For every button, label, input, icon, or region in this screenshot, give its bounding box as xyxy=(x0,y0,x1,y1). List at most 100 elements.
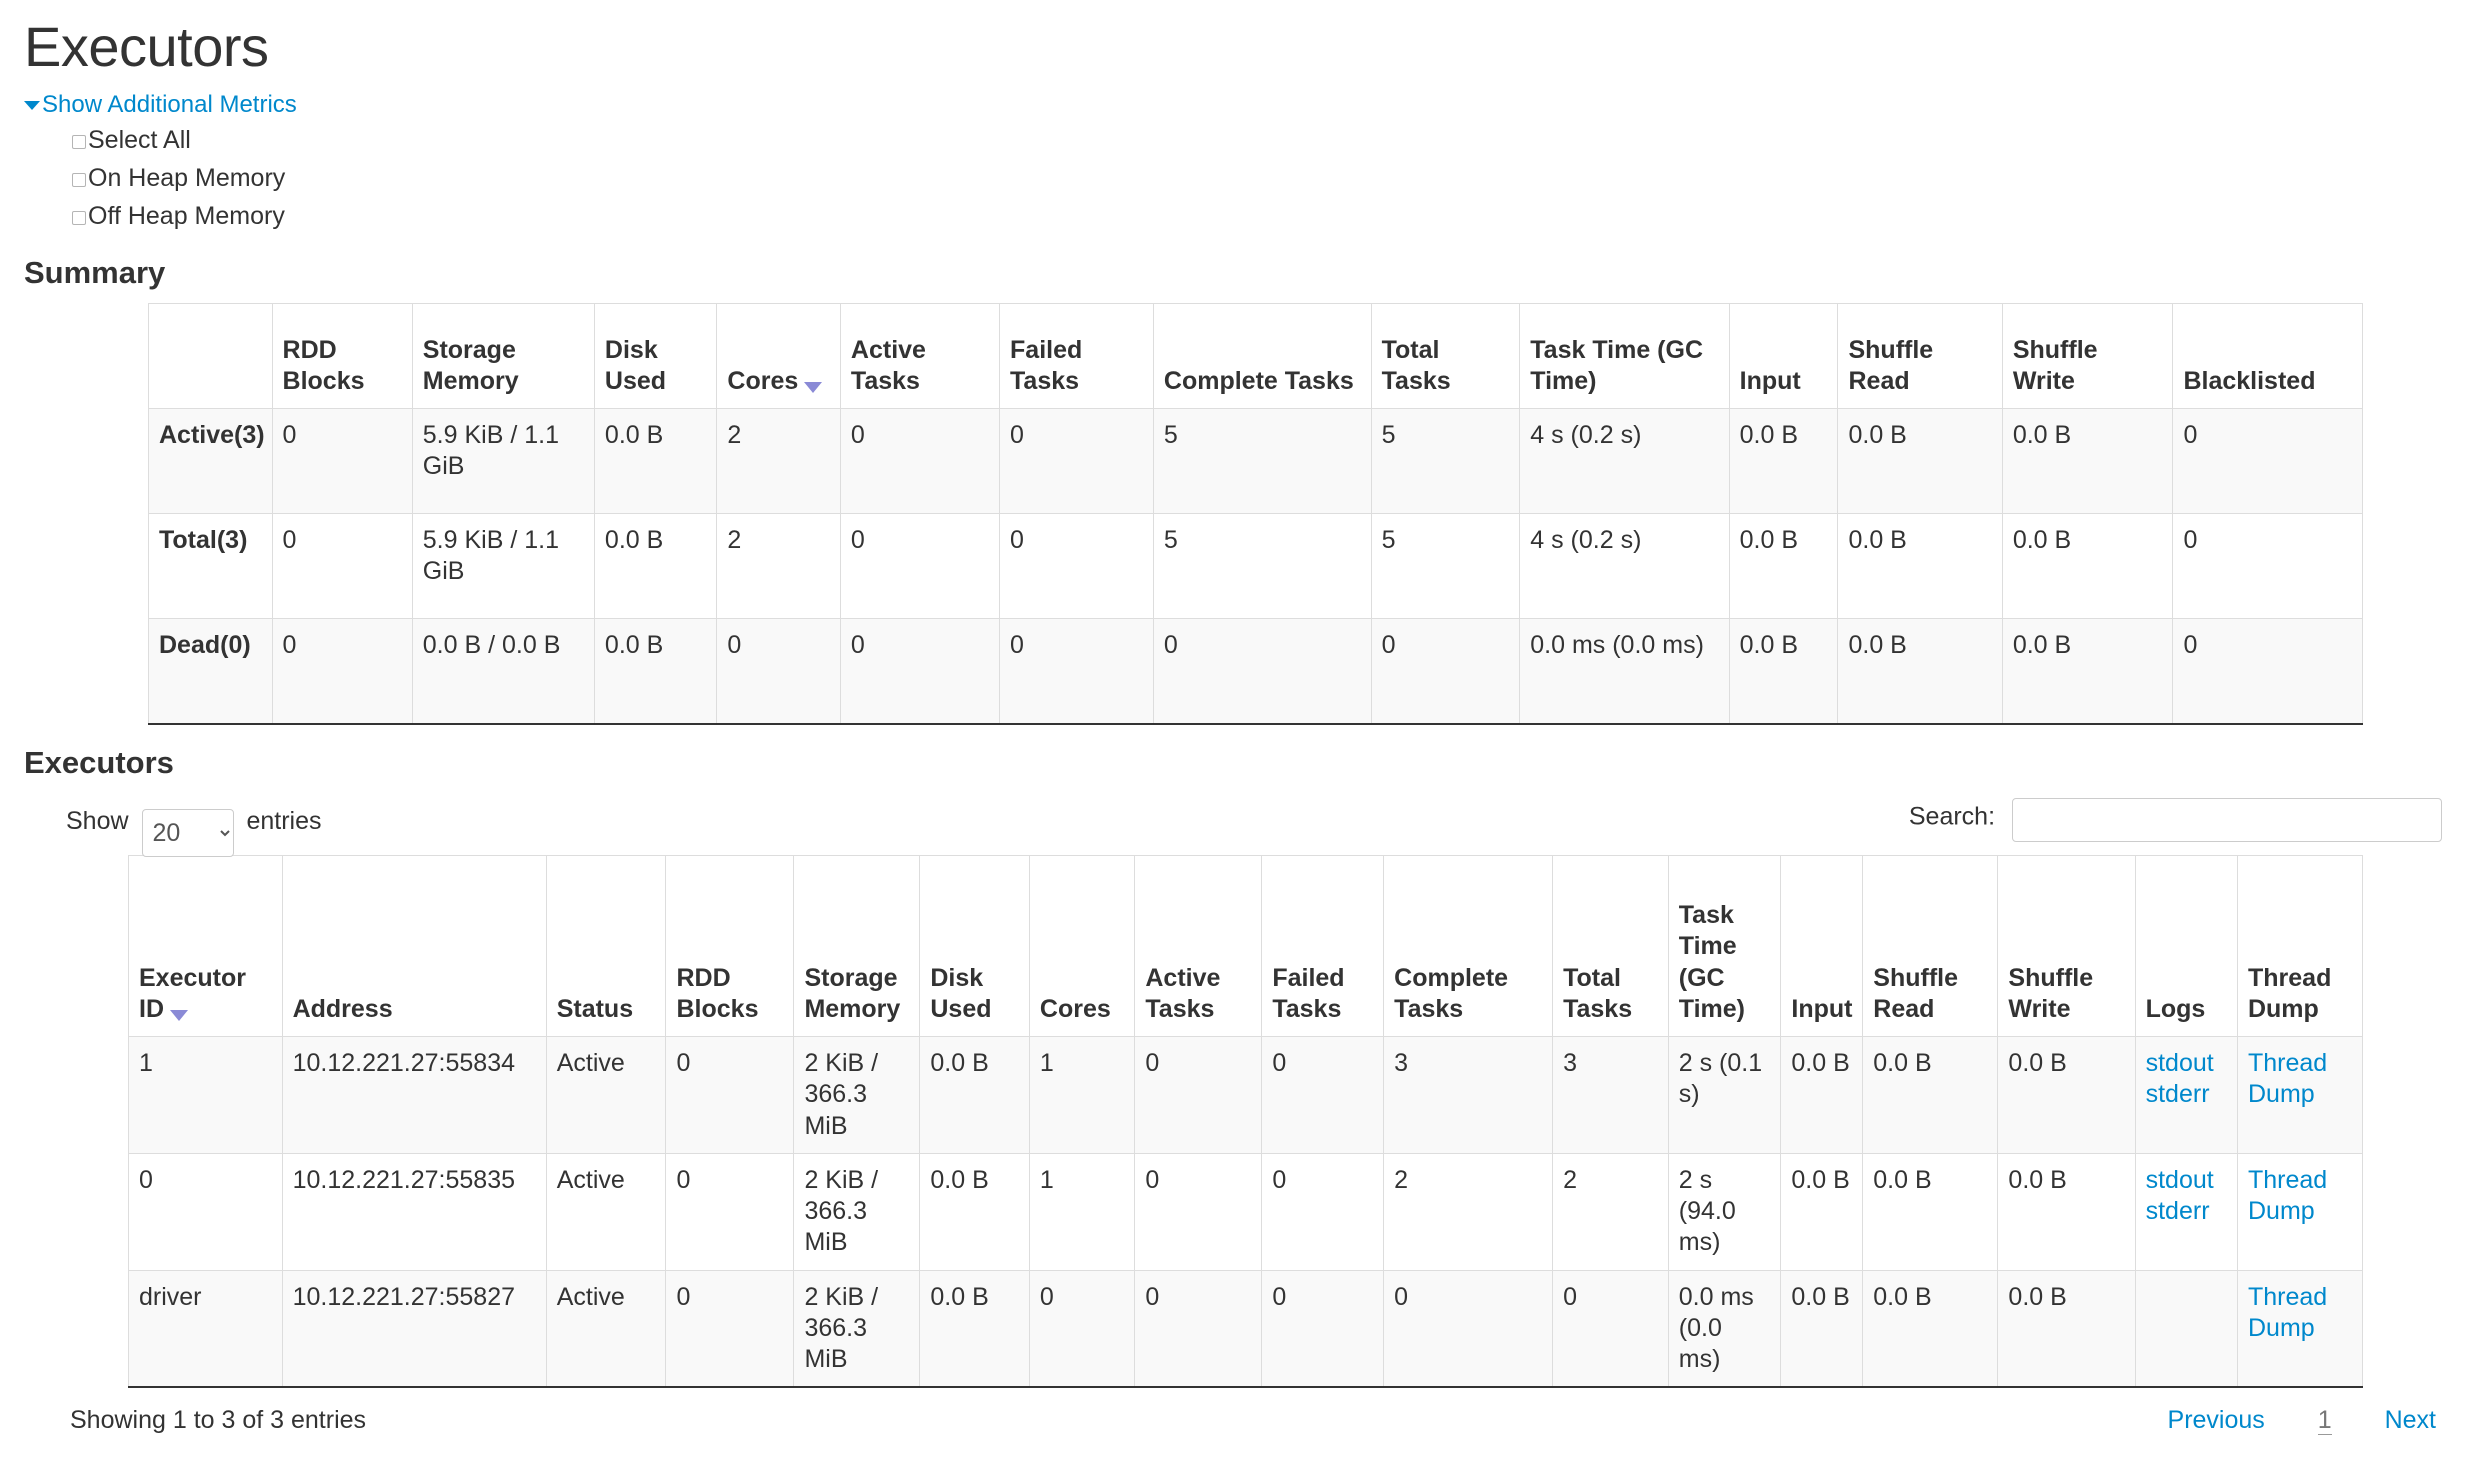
cell-shuffle-read: 0.0 B xyxy=(1837,513,2003,619)
thread-dump-link[interactable]: Thread Dump xyxy=(2247,1282,2328,1342)
cell-executor-id: 0 xyxy=(128,1152,283,1271)
cell-task-time: 0.0 ms (0.0 ms) xyxy=(1667,1269,1782,1388)
exec-col-active-tasks[interactable]: Active Tasks xyxy=(1134,855,1263,1037)
cell-active-tasks: 0 xyxy=(1134,1036,1263,1154)
cell-total-tasks: 5 xyxy=(1370,408,1521,514)
summary-row-label: Dead(0) xyxy=(148,618,273,725)
summary-col-blacklisted[interactable]: Blacklisted xyxy=(2172,303,2363,409)
cell-active-tasks: 0 xyxy=(839,618,1001,725)
exec-col-thread-dump[interactable]: Thread Dump xyxy=(2236,855,2364,1037)
exec-col-status[interactable]: Status xyxy=(545,855,667,1037)
on-heap-memory-checkbox[interactable] xyxy=(72,173,86,187)
cell-disk-used: 0.0 B xyxy=(593,513,718,619)
exec-col-complete-tasks[interactable]: Complete Tasks xyxy=(1383,855,1554,1037)
cell-address: 10.12.221.27:55835 xyxy=(281,1152,547,1271)
next-page-button[interactable]: Next xyxy=(2384,1406,2436,1435)
pagination: Previous 1 Next xyxy=(2122,1400,2436,1440)
cell-storage-memory: 0.0 B / 0.0 B xyxy=(411,618,595,725)
metric-option-on-heap-memory[interactable]: On Heap Memory xyxy=(72,159,2442,197)
cell-storage-memory: 2 KiB / 366.3 MiB xyxy=(793,1036,921,1154)
exec-col-address[interactable]: Address xyxy=(281,855,547,1037)
previous-page-button[interactable]: Previous xyxy=(2167,1406,2265,1435)
cell-shuffle-write: 0.0 B xyxy=(1997,1269,2136,1388)
cell-blacklisted: 0 xyxy=(2172,513,2363,619)
search-input[interactable] xyxy=(2012,798,2442,842)
summary-col-rdd-blocks[interactable]: RDD Blocks xyxy=(271,303,413,409)
exec-col-disk-used[interactable]: Disk Used xyxy=(919,855,1030,1037)
cell-address: 10.12.221.27:55827 xyxy=(281,1269,547,1388)
select-all-checkbox[interactable] xyxy=(72,135,86,149)
summary-col-total-tasks[interactable]: Total Tasks xyxy=(1370,303,1521,409)
summary-col-complete-tasks[interactable]: Complete Tasks xyxy=(1152,303,1372,409)
additional-metrics-section: Show Additional Metrics Select All On He… xyxy=(24,91,2442,235)
summary-col-active-tasks[interactable]: Active Tasks xyxy=(839,303,1001,409)
exec-col-rdd-blocks[interactable]: RDD Blocks xyxy=(665,855,795,1037)
stdout-link[interactable]: stdout xyxy=(2145,1165,2214,1194)
summary-col-cores[interactable]: Cores xyxy=(716,303,841,409)
executors-table-wrap: Executor ID Address Status RDD Blocks St… xyxy=(24,855,2442,1389)
table-row: 0 10.12.221.27:55835 Active 0 2 KiB / 36… xyxy=(128,1152,2364,1271)
cell-input: 0.0 B xyxy=(1728,408,1839,514)
cell-blacklisted: 0 xyxy=(2172,408,2363,514)
cell-logs: stdout stderr xyxy=(2134,1036,2238,1154)
executors-table: Executor ID Address Status RDD Blocks St… xyxy=(128,855,2364,1389)
cell-complete-tasks: 5 xyxy=(1152,513,1372,619)
cell-status: Active xyxy=(545,1269,667,1388)
exec-col-logs[interactable]: Logs xyxy=(2134,855,2238,1037)
entries-info: Showing 1 to 3 of 3 entries xyxy=(70,1406,367,1435)
summary-col-input[interactable]: Input xyxy=(1728,303,1839,409)
exec-col-task-time[interactable]: Task Time (GC Time) xyxy=(1667,855,1782,1037)
cell-rdd-blocks: 0 xyxy=(665,1269,795,1388)
exec-col-input[interactable]: Input xyxy=(1780,855,1864,1037)
thread-dump-link[interactable]: Thread Dump xyxy=(2247,1049,2328,1109)
executors-page: Executors Show Additional Metrics Select… xyxy=(0,14,2466,1460)
metric-option-select-all[interactable]: Select All xyxy=(72,121,2442,159)
cell-failed-tasks: 0 xyxy=(999,408,1154,514)
thread-dump-link[interactable]: Thread Dump xyxy=(2247,1165,2328,1225)
exec-col-total-tasks[interactable]: Total Tasks xyxy=(1552,855,1669,1037)
stdout-link[interactable]: stdout xyxy=(2145,1049,2214,1077)
cell-shuffle-read: 0.0 B xyxy=(1862,1152,1999,1271)
table-row: Active(3) 0 5.9 KiB / 1.1 GiB 0.0 B 2 0 … xyxy=(148,408,2363,514)
cell-cores: 0 xyxy=(1028,1269,1136,1388)
summary-col-storage-memory[interactable]: Storage Memory xyxy=(411,303,595,409)
cell-shuffle-write: 0.0 B xyxy=(2001,408,2174,514)
executors-header-row: Executor ID Address Status RDD Blocks St… xyxy=(128,855,2364,1037)
table-row: Total(3) 0 5.9 KiB / 1.1 GiB 0.0 B 2 0 0… xyxy=(148,513,2363,619)
cell-rdd-blocks: 0 xyxy=(271,618,413,725)
metric-option-off-heap-memory[interactable]: Off Heap Memory xyxy=(72,197,2442,235)
stderr-link[interactable]: stderr xyxy=(2145,1080,2210,1109)
exec-col-shuffle-read[interactable]: Shuffle Read xyxy=(1862,855,1999,1037)
exec-col-executor-id[interactable]: Executor ID xyxy=(128,855,283,1037)
off-heap-memory-checkbox[interactable] xyxy=(72,211,86,225)
sort-desc-icon xyxy=(170,1009,188,1021)
cell-shuffle-read: 0.0 B xyxy=(1837,618,2003,725)
cell-total-tasks: 5 xyxy=(1370,513,1521,619)
summary-col-shuffle-read[interactable]: Shuffle Read xyxy=(1837,303,2003,409)
summary-row-label: Active(3) xyxy=(148,408,273,514)
exec-col-storage-memory[interactable]: Storage Memory xyxy=(793,855,921,1037)
show-label: Show xyxy=(66,807,129,835)
summary-col-shuffle-write[interactable]: Shuffle Write xyxy=(2001,303,2174,409)
summary-col-disk-used[interactable]: Disk Used xyxy=(593,303,718,409)
cell-rdd-blocks: 0 xyxy=(665,1152,795,1271)
cell-task-time: 4 s (0.2 s) xyxy=(1519,408,1730,514)
cell-active-tasks: 0 xyxy=(839,408,1001,514)
cell-input: 0.0 B xyxy=(1780,1269,1864,1388)
stderr-link[interactable]: stderr xyxy=(2145,1197,2210,1225)
exec-col-failed-tasks[interactable]: Failed Tasks xyxy=(1261,855,1385,1037)
exec-col-executor-id-label: Executor ID xyxy=(139,963,246,1023)
cell-total-tasks: 2 xyxy=(1552,1152,1669,1271)
summary-col-failed-tasks[interactable]: Failed Tasks xyxy=(999,303,1154,409)
page-length-select[interactable]: 20 40 60 100 xyxy=(141,809,234,857)
cell-input: 0.0 B xyxy=(1780,1152,1864,1271)
show-additional-metrics-toggle[interactable]: Show Additional Metrics xyxy=(24,91,297,118)
cell-shuffle-write: 0.0 B xyxy=(1997,1152,2136,1271)
summary-col-task-time[interactable]: Task Time (GC Time) xyxy=(1519,303,1730,409)
summary-col-cores-label: Cores xyxy=(727,366,799,395)
cell-rdd-blocks: 0 xyxy=(271,513,413,619)
cell-disk-used: 0.0 B xyxy=(919,1036,1030,1154)
exec-col-shuffle-write[interactable]: Shuffle Write xyxy=(1997,855,2136,1037)
exec-col-cores[interactable]: Cores xyxy=(1028,855,1136,1037)
page-number-1[interactable]: 1 xyxy=(2317,1406,2332,1436)
